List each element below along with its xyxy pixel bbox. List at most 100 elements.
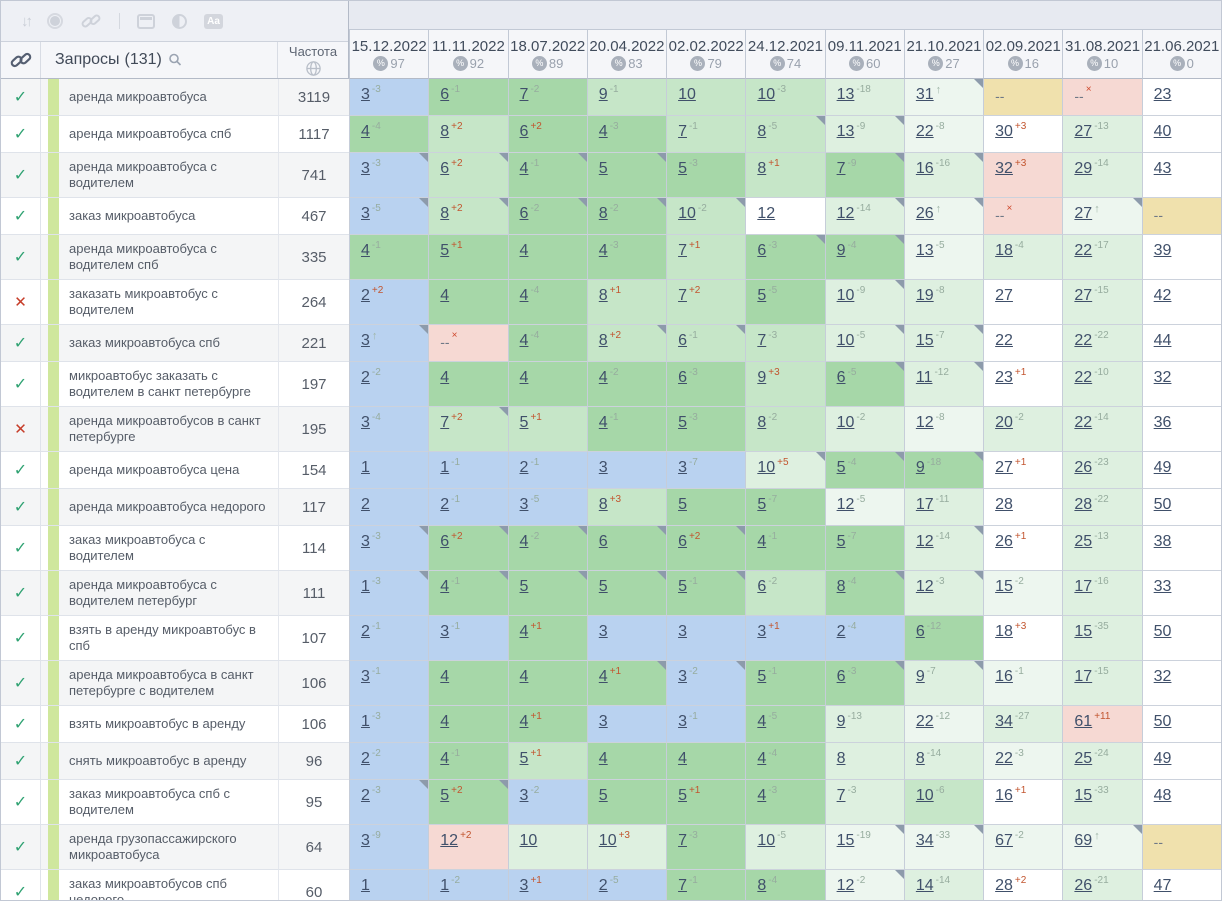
position-value[interactable]: 9 [915,459,925,476]
position-value[interactable]: 14 [915,877,934,894]
position-cell[interactable]: 22 [983,325,1063,362]
position-value[interactable]: 30 [995,123,1013,140]
position-cell[interactable]: 4 [507,235,587,280]
position-value[interactable]: 4 [598,123,608,140]
position-value[interactable]: 8 [757,414,767,431]
position-value[interactable]: 16 [915,160,934,177]
position-value[interactable]: 5 [678,787,687,804]
keyword-status-toggle[interactable]: ✓ [1,706,41,743]
position-cell[interactable]: 6 -3 [666,362,746,407]
position-value[interactable]: 3 [361,668,370,685]
position-cell[interactable]: 5 +1 [428,235,508,280]
position-value[interactable]: 6 [836,668,846,685]
keyword-cell[interactable]: аренда микроавтобуса спб [41,116,278,153]
position-cell[interactable]: 5 [586,780,667,825]
position-value[interactable]: 11 [915,369,933,386]
position-cell[interactable]: 13 -9 [824,116,905,153]
position-cell[interactable]: 34 -27 [983,706,1063,743]
keyword-cell[interactable]: заказ микроавтобуса [41,198,278,235]
position-value[interactable]: 17 [1074,578,1093,595]
position-value[interactable]: 15 [836,832,855,849]
position-value[interactable]: 12 [836,496,855,513]
position-value[interactable]: 19 [915,287,934,304]
position-cell[interactable]: 12 -8 [903,407,984,452]
position-cell[interactable]: 10 -2 [824,407,904,452]
position-cell[interactable]: 2 +2 [349,280,429,325]
position-cell[interactable]: 22 -12 [903,706,984,743]
position-value[interactable]: 4 [440,369,450,386]
position-value[interactable]: 1 [361,459,370,476]
position-cell[interactable]: 3 -5 [507,489,587,526]
position-value[interactable]: -- [1153,207,1163,223]
link-icon[interactable] [80,11,102,31]
position-value[interactable]: 5 [598,578,608,595]
position-cell[interactable]: 10 +5 [745,452,825,489]
position-value[interactable]: 27 [995,287,1013,304]
position-value[interactable]: 4 [757,533,767,550]
position-value[interactable]: 25 [1074,750,1093,767]
position-cell[interactable]: 4 [666,743,746,780]
position-cell[interactable]: 18 -4 [983,235,1063,280]
keyword-status-toggle[interactable]: ✓ [1,153,41,198]
position-value[interactable]: 16 [995,668,1013,685]
date-column-header[interactable]: 02.02.2022 % 79 [666,29,746,79]
position-cell[interactable]: 26 +1 [983,526,1063,571]
position-value[interactable]: 5 [519,578,529,595]
position-cell[interactable]: 8 +2 [586,325,667,362]
position-value[interactable]: 27 [995,459,1013,476]
position-cell[interactable]: 4 -4 [349,116,429,153]
keyword-cell[interactable]: заказ микроавтобусов спб недорого [41,870,278,900]
position-value[interactable]: 7 [678,242,687,259]
position-value[interactable]: 5 [440,242,450,259]
position-cell[interactable]: 8 -5 [745,116,825,153]
position-cell[interactable]: 22 -3 [983,743,1063,780]
position-value[interactable]: 7 [678,877,687,894]
keyword-text[interactable]: микроавтобус заказать с водителем в санк… [69,368,251,399]
position-value[interactable]: 34 [995,713,1013,730]
position-value[interactable]: 10 [678,205,696,222]
sort-icon[interactable]: ↓↑ [21,12,33,30]
keyword-cell[interactable]: аренда микроавтобусов в санкт петербурге [41,407,278,452]
position-value[interactable]: 7 [678,123,687,140]
keyword-status-toggle[interactable]: ✓ [1,743,41,780]
keyword-status-toggle[interactable]: ✓ [1,198,41,235]
keyword-text[interactable]: заказ микроавтобуса спб [69,335,220,350]
position-value[interactable]: 8 [915,750,925,767]
position-cell[interactable]: 13 -5 [903,235,984,280]
position-value[interactable]: 5 [678,578,687,595]
position-cell[interactable]: 3 -3 [349,79,429,116]
position-value[interactable]: 20 [995,414,1013,431]
position-cell[interactable]: 1 -3 [349,706,429,743]
position-cell[interactable]: 22 -22 [1062,325,1142,362]
keyword-status-toggle[interactable]: ✕ [1,280,41,325]
keyword-cell[interactable]: заказать микроавтобус с водителем [41,280,278,325]
position-value[interactable]: 2 [361,750,370,767]
position-cell[interactable]: 4 -4 [507,325,587,362]
position-value[interactable]: 3 [440,623,450,640]
position-value[interactable]: 4 [440,713,450,730]
position-value[interactable]: 2 [440,496,450,513]
keyword-cell[interactable]: аренда микроавтобуса недорого [41,489,278,526]
position-value[interactable]: 13 [836,86,855,103]
position-value[interactable]: 18 [995,242,1013,259]
position-value[interactable]: 3 [598,459,608,476]
position-cell[interactable]: 27 -15 [1062,280,1142,325]
position-value[interactable]: 10 [678,86,696,103]
keyword-text[interactable]: снять микроавтобус в аренду [69,753,247,768]
position-value[interactable]: 7 [678,287,687,304]
position-cell[interactable]: 67 -2 [983,825,1063,870]
position-value[interactable]: 9 [836,713,846,730]
position-cell[interactable]: 4 -2 [507,526,588,571]
position-cell[interactable]: 47 [1141,870,1221,900]
position-cell[interactable]: 15 -19 [824,825,905,870]
position-cell[interactable]: 2 -1 [349,616,429,661]
position-value[interactable]: 22 [915,713,934,730]
position-value[interactable]: 2 [361,369,370,386]
position-value[interactable]: 61 [1074,713,1093,730]
position-value[interactable]: 4 [519,369,529,386]
position-cell[interactable]: 22 -14 [1062,407,1142,452]
keyword-text[interactable]: заказ микроавтобуса с водителем [69,532,206,563]
position-value[interactable]: 4 [598,750,608,767]
position-value[interactable]: 4 [440,750,450,767]
position-value[interactable]: 4 [598,369,608,386]
